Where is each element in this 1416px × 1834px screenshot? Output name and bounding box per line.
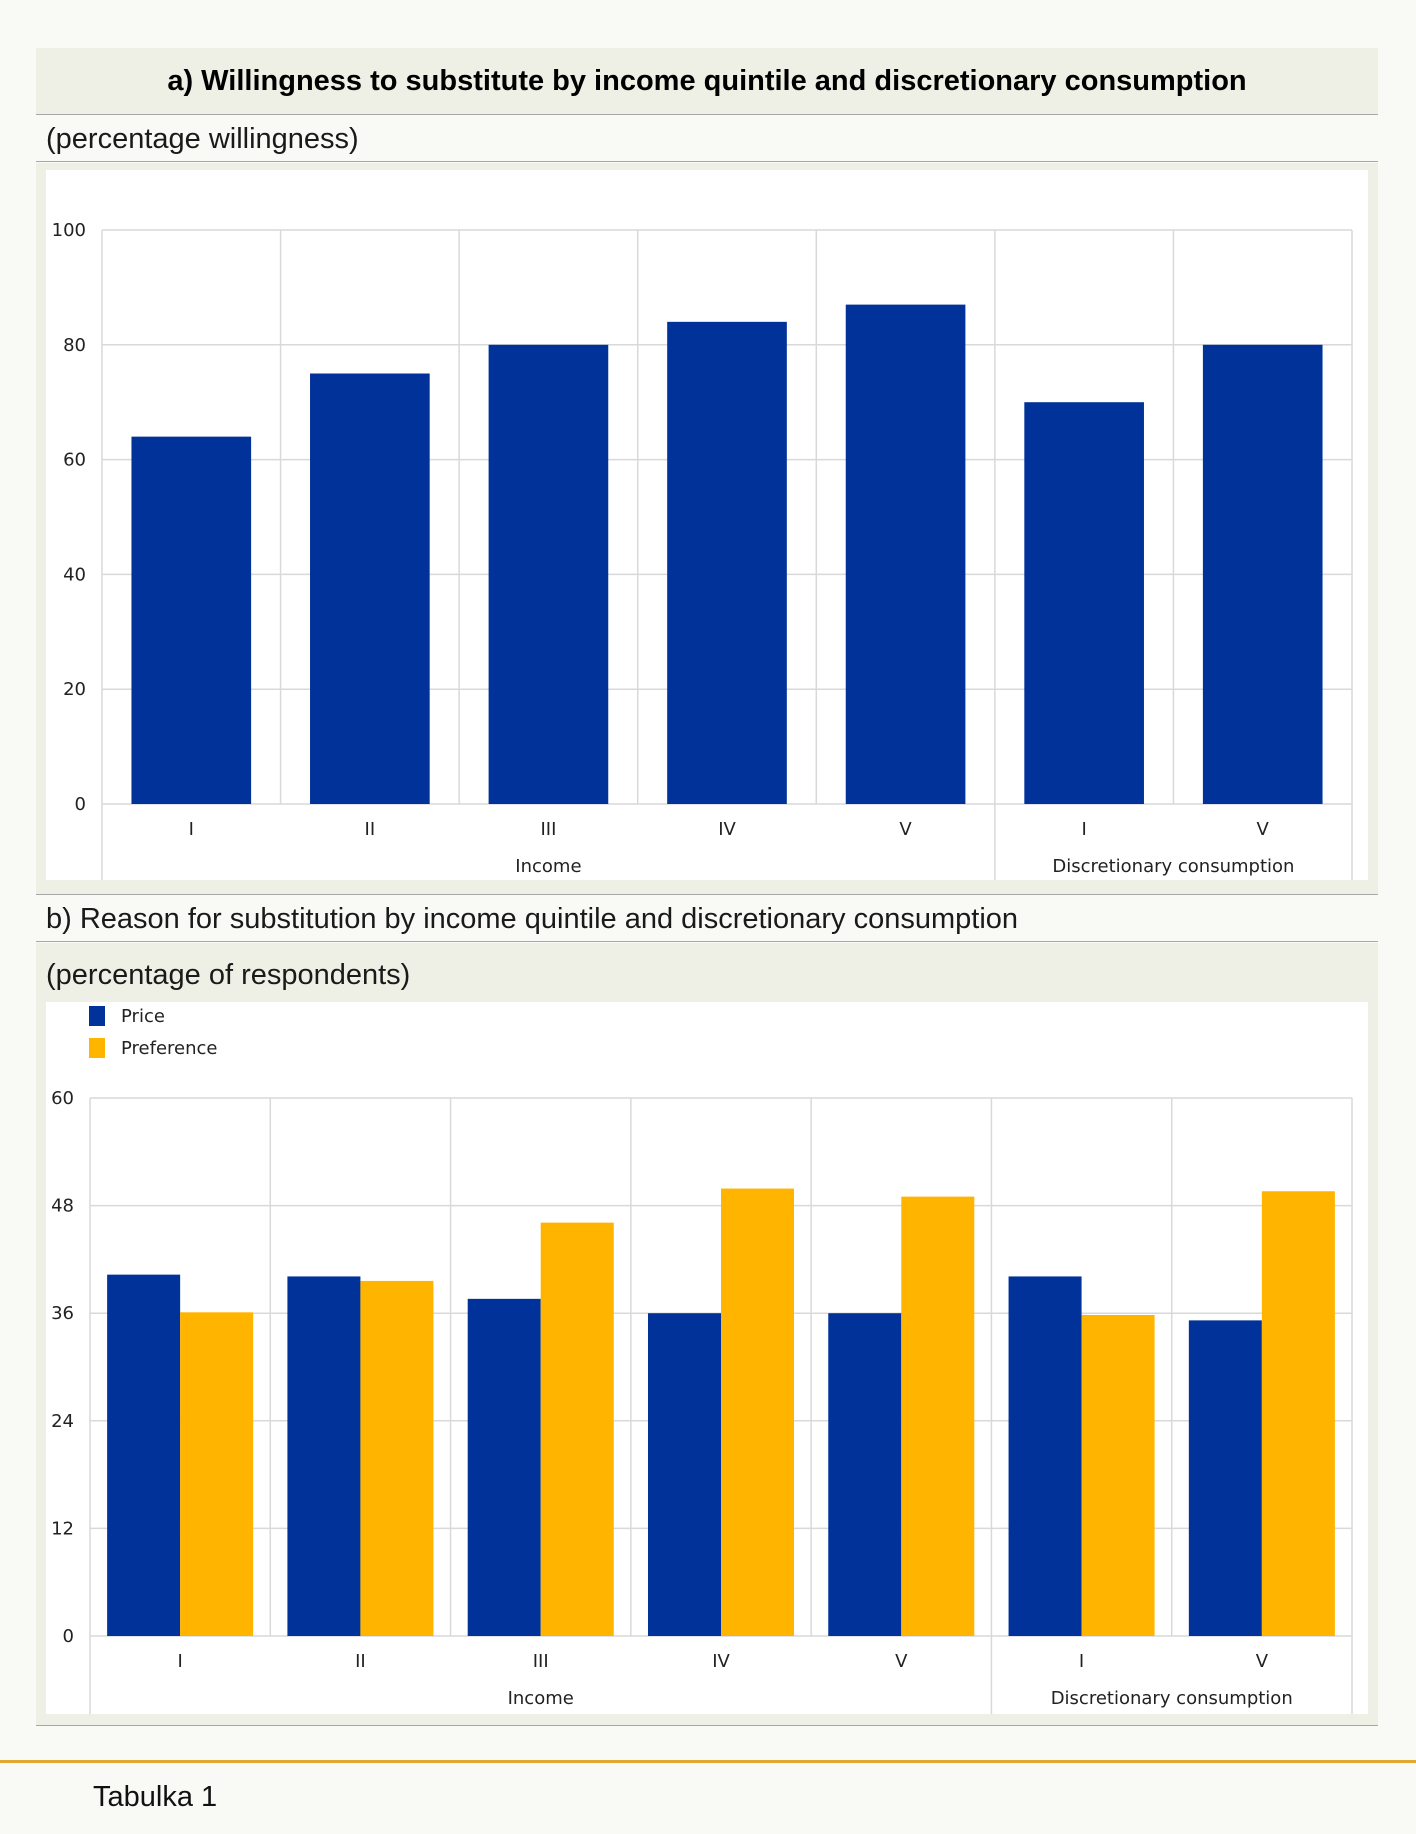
bar-value — [131, 436, 252, 804]
bar-price — [828, 1313, 902, 1636]
bar-price — [467, 1298, 541, 1636]
y-tick-label: 0 — [75, 794, 86, 815]
bar-price — [1008, 1276, 1082, 1636]
x-tick-label: IV — [718, 819, 736, 840]
x-tick-label: II — [365, 819, 376, 840]
y-tick-label: 60 — [51, 1088, 74, 1109]
panel-b-subtitle: (percentage of respondents) — [46, 959, 411, 991]
y-tick-label: 20 — [63, 679, 86, 700]
bar-price — [107, 1274, 181, 1636]
x-tick-label: I — [189, 819, 194, 840]
bar-preference — [721, 1188, 795, 1636]
panel-a-title: a) Willingness to substitute by income q… — [36, 48, 1378, 115]
x-tick-label: I — [177, 1651, 182, 1672]
bar-value — [310, 373, 430, 804]
panel-b-title: b) Reason for substitution by income qui… — [36, 896, 1378, 942]
bar-preference — [1261, 1191, 1335, 1636]
x-tick-label: II — [355, 1651, 366, 1672]
bar-value — [488, 344, 609, 804]
footer-label: Tabulka 1 — [93, 1781, 218, 1813]
y-tick-label: 100 — [52, 220, 86, 241]
y-tick-label: 80 — [63, 335, 86, 356]
group-label: Discretionary consumption — [1052, 856, 1294, 877]
y-tick-label: 40 — [63, 564, 86, 585]
bar-value — [1024, 402, 1144, 804]
footer-divider — [0, 1760, 1416, 1763]
x-tick-label: V — [895, 1651, 908, 1672]
bar-value — [667, 321, 787, 804]
y-tick-label: 12 — [51, 1518, 74, 1539]
x-tick-label: V — [1256, 1651, 1269, 1672]
group-label: Income — [508, 1688, 574, 1709]
bar-preference — [540, 1222, 614, 1636]
group-label: Income — [515, 856, 581, 877]
bar-price — [1188, 1320, 1262, 1636]
legend-swatch-preference — [89, 1038, 105, 1058]
legend-swatch-price — [89, 1006, 105, 1026]
bar-preference — [1081, 1314, 1155, 1636]
bar-price — [287, 1276, 361, 1636]
group-label: Discretionary consumption — [1051, 1688, 1293, 1709]
x-tick-label: V — [899, 819, 912, 840]
bar-preference — [360, 1280, 434, 1636]
bar-value — [1202, 344, 1323, 804]
y-tick-label: 0 — [63, 1626, 74, 1647]
x-tick-label: III — [540, 819, 556, 840]
bar-preference — [901, 1196, 975, 1636]
y-tick-label: 60 — [63, 450, 86, 471]
y-tick-label: 24 — [51, 1411, 74, 1432]
panel-a-subtitle: (percentage willingness) — [36, 116, 1378, 162]
x-tick-label: I — [1081, 819, 1086, 840]
legend-label: Price — [121, 1006, 165, 1027]
x-tick-label: III — [533, 1651, 549, 1672]
bar-value — [845, 304, 966, 804]
legend-label: Preference — [121, 1038, 218, 1059]
bar-preference — [180, 1312, 254, 1636]
bar-price — [647, 1313, 721, 1636]
y-tick-label: 36 — [51, 1303, 74, 1324]
y-tick-label: 48 — [51, 1196, 74, 1217]
x-tick-label: V — [1257, 819, 1270, 840]
x-tick-label: I — [1079, 1651, 1084, 1672]
x-tick-label: IV — [712, 1651, 730, 1672]
